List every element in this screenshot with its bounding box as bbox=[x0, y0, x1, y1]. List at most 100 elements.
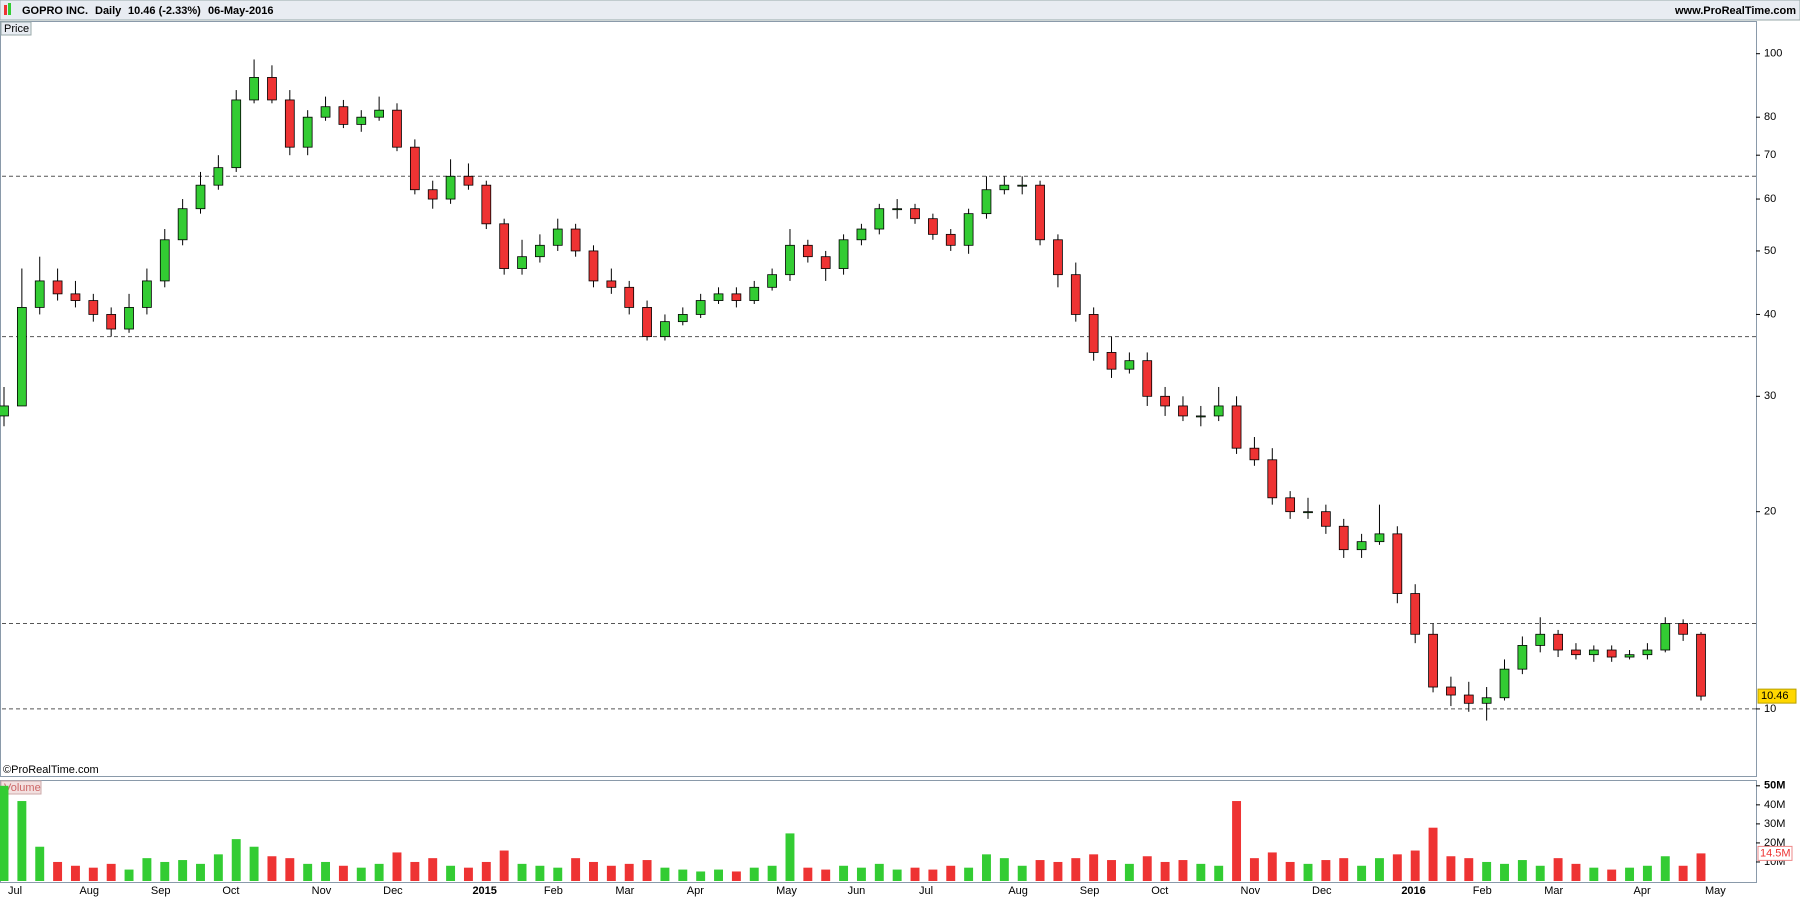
volume-bar bbox=[1249, 858, 1259, 881]
candle-body bbox=[606, 280, 617, 288]
candle-body bbox=[892, 208, 903, 211]
panel-label-box bbox=[0, 21, 32, 36]
x-tick-label: Apr bbox=[1634, 885, 1651, 897]
logo bbox=[8, 3, 11, 15]
volume-bar bbox=[142, 858, 152, 881]
y-tick-label: 60 bbox=[1764, 193, 1776, 205]
volume-bar bbox=[589, 861, 598, 881]
volume-bar bbox=[606, 865, 616, 881]
candle-body bbox=[1588, 649, 1599, 656]
x-tick-label: Jul bbox=[919, 885, 933, 897]
candle-body bbox=[1571, 649, 1581, 656]
volume-bar bbox=[70, 865, 80, 881]
volume-bar bbox=[106, 863, 116, 881]
volume-bar bbox=[285, 858, 295, 881]
volume-bar bbox=[1660, 856, 1670, 881]
volume-bar bbox=[1571, 863, 1581, 881]
x-tick-label: Feb bbox=[1473, 885, 1492, 897]
copyright: ©ProRealTime.com bbox=[3, 764, 99, 776]
volume-bar bbox=[1196, 863, 1206, 881]
candle-body bbox=[749, 286, 760, 301]
candle-body bbox=[1374, 533, 1385, 543]
x-tick-label: Mar bbox=[1544, 885, 1563, 897]
candle-body bbox=[999, 184, 1010, 191]
candle-body bbox=[284, 99, 295, 148]
candle-body bbox=[249, 77, 259, 101]
volume-bar bbox=[53, 861, 63, 881]
candle-body bbox=[535, 244, 545, 258]
x-tick-label: Nov bbox=[312, 885, 332, 897]
price-panel-label: Price bbox=[4, 23, 29, 35]
volume-marker-box bbox=[1757, 845, 1793, 861]
candle-body bbox=[0, 405, 9, 417]
candle-body bbox=[320, 106, 331, 118]
candle-body bbox=[1660, 623, 1671, 651]
x-tick-label: Oct bbox=[1151, 885, 1168, 897]
y-tick-label: 10 bbox=[1764, 703, 1776, 715]
volume-bar bbox=[714, 869, 723, 881]
candle-body bbox=[1481, 697, 1492, 704]
candle-body bbox=[427, 189, 438, 200]
volume-bar bbox=[1607, 869, 1617, 881]
volume-bar bbox=[1464, 858, 1474, 881]
x-tick-label: Aug bbox=[79, 885, 99, 897]
x-tick-label: Dec bbox=[1312, 885, 1332, 897]
candle-body bbox=[142, 280, 152, 308]
volume-bar bbox=[1035, 860, 1045, 881]
candle-body bbox=[1142, 360, 1153, 397]
x-tick-label: 2015 bbox=[472, 885, 496, 897]
candle-body bbox=[820, 256, 831, 269]
y-tick-label: 50M bbox=[1764, 780, 1785, 792]
x-tick-label: Jun bbox=[848, 885, 866, 897]
volume-bar bbox=[1339, 858, 1349, 881]
volume-bar bbox=[1232, 801, 1242, 881]
volume-bar bbox=[1410, 850, 1420, 881]
volume-bar bbox=[1089, 854, 1099, 881]
volume-bar bbox=[964, 867, 974, 881]
volume-bar bbox=[874, 863, 884, 881]
x-tick-label: Mar bbox=[615, 885, 634, 897]
volume-bar bbox=[88, 867, 98, 881]
candle-body bbox=[374, 109, 384, 118]
volume-bar bbox=[660, 867, 670, 881]
volume-bar bbox=[1625, 867, 1635, 881]
volume-bar bbox=[696, 871, 706, 881]
x-tick-label: Dec bbox=[383, 885, 403, 897]
volume-bar bbox=[178, 860, 188, 881]
volume-bar bbox=[856, 867, 866, 881]
candle-body bbox=[1696, 633, 1706, 697]
volume-bar bbox=[213, 854, 223, 881]
candle-body bbox=[874, 208, 885, 230]
volume-bar bbox=[392, 852, 402, 881]
candle-body bbox=[1517, 645, 1528, 670]
candle-body bbox=[1535, 633, 1546, 646]
candle-body bbox=[1124, 360, 1135, 370]
symbol: GOPRO INC. bbox=[22, 5, 88, 17]
candle-body bbox=[70, 293, 81, 301]
candle-body bbox=[802, 244, 813, 258]
volume-bar bbox=[1017, 865, 1027, 881]
candle-body bbox=[499, 223, 510, 269]
x-tick-label: Feb bbox=[544, 885, 563, 897]
volume-bar bbox=[785, 833, 795, 881]
volume-bar bbox=[910, 867, 920, 881]
volume-bar bbox=[499, 850, 509, 881]
candle-body bbox=[1249, 447, 1260, 461]
volume-bar bbox=[517, 863, 527, 881]
candle-body bbox=[963, 213, 974, 246]
candle-body bbox=[1285, 497, 1296, 513]
volume-bar bbox=[231, 839, 241, 881]
volume-bar bbox=[946, 865, 956, 881]
candle-body bbox=[1624, 654, 1635, 658]
volume-bar bbox=[463, 867, 473, 881]
y-tick-label: 100 bbox=[1764, 48, 1782, 60]
candle-body bbox=[1410, 593, 1421, 635]
volume-bar bbox=[1535, 865, 1545, 881]
y-tick-label: 30 bbox=[1764, 390, 1776, 402]
volume-marker-label: 14.5M bbox=[1760, 847, 1791, 859]
x-tick-label: Oct bbox=[222, 885, 239, 897]
volume-bar bbox=[642, 860, 652, 881]
volume-bar bbox=[1357, 865, 1367, 881]
volume-bar bbox=[999, 858, 1009, 881]
